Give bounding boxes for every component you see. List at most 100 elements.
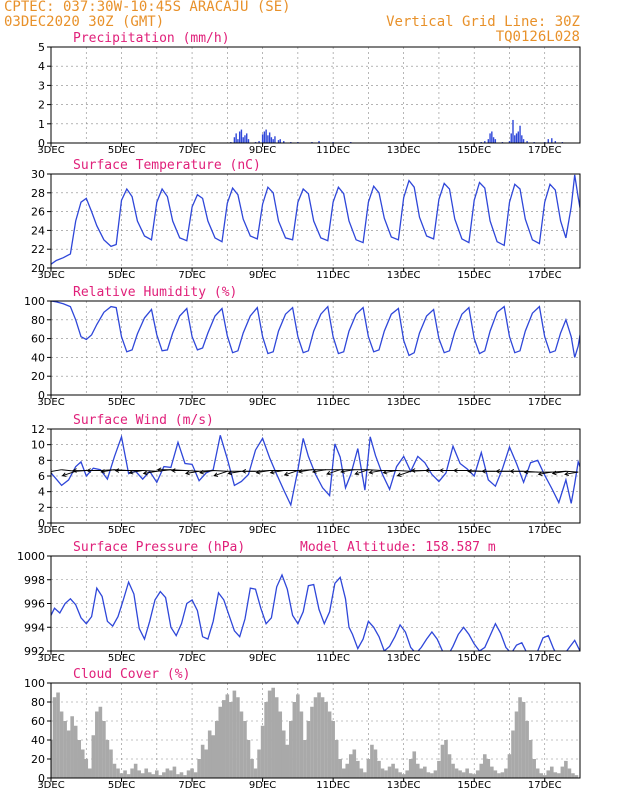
wind-arrow: [255, 469, 270, 475]
x-tick-label: 7DEC: [178, 525, 205, 536]
series-line: [51, 174, 580, 265]
x-tick-label: 17DEC: [528, 525, 562, 536]
wind-arrows: [51, 467, 579, 477]
grid: [51, 683, 580, 778]
precip-bar: [240, 129, 243, 143]
panel-precip: 0 1 2 3 4 5 3DEC 5DEC 7DEC 9DEC 11DEC 13DEC 15DEC 17D…: [37, 31, 581, 156]
y-axis: 0 20 40 60 80 100: [24, 677, 51, 785]
cloud-bar: [440, 744, 445, 778]
cloud-bar: [77, 740, 82, 778]
cloud-bar: [320, 697, 325, 778]
cloud-bar: [225, 694, 230, 778]
cloud-bar: [155, 770, 159, 778]
panel-frame: [50, 173, 581, 269]
precip-bar: [484, 141, 486, 143]
cloud-bar: [458, 770, 462, 778]
cloud-bar: [345, 763, 350, 778]
cloud-bar: [380, 768, 385, 778]
grid: [51, 301, 580, 395]
cloud-bar: [363, 772, 367, 778]
wind-arrow: [537, 471, 552, 477]
x-tick-label: 11DEC: [316, 145, 350, 156]
y-tick-label: 60: [31, 333, 45, 346]
panel-frame: [50, 428, 581, 524]
cloud-bar: [56, 692, 60, 778]
cloud-bar: [169, 770, 173, 778]
cloud-bar: [253, 768, 258, 778]
panel-title: Surface Temperature (nC): [73, 158, 261, 173]
x-tick-label: 9DEC: [249, 145, 276, 156]
precip-bar: [274, 136, 276, 143]
x-tick-label: 17DEC: [528, 780, 562, 791]
cloud-bar: [236, 697, 240, 778]
x-tick-label: 5DEC: [108, 525, 135, 536]
cloud-bar: [352, 749, 357, 778]
panel-title: Precipitation (mm/h): [73, 31, 230, 46]
y-tick-label: 100: [24, 677, 45, 690]
precip-bar: [526, 141, 528, 143]
wind-arrow: [368, 469, 383, 475]
cloud-bar: [91, 735, 96, 778]
cloud-bar: [490, 766, 494, 778]
wind-arrow: [467, 468, 482, 474]
cloud-bar: [549, 766, 554, 778]
cloud-bar: [102, 721, 106, 778]
header-vertical-grid: Vertical Grid Line: 30Z: [386, 14, 580, 30]
series-precip: [51, 119, 564, 143]
x-tick-label: 9DEC: [249, 397, 276, 408]
x-axis: 3DEC 5DEC 7DEC 9DEC 11DEC 13DEC 15DEC 17DEC: [37, 651, 562, 664]
cloud-bar: [162, 772, 166, 778]
y-tick-label: 12: [31, 423, 45, 436]
cloud-bar: [112, 763, 117, 778]
panel-cloud: 0 20 40 60 80 100 3DEC 5DEC 7DEC 9DEC 11DEC 13DEC 15…: [24, 667, 581, 791]
cloud-bar: [59, 711, 64, 778]
cloud-bar: [433, 770, 438, 778]
x-tick-label: 3DEC: [37, 780, 64, 791]
wind-arrow: [340, 469, 355, 474]
cloud-bar: [204, 749, 208, 778]
cloud-bar: [186, 770, 191, 778]
grid: [51, 174, 580, 268]
panel-temperature: 20 22 24 26 28 30 3DEC 5DEC 7DEC 9DEC 11DEC 13DEC 15…: [31, 158, 581, 281]
cloud-bar: [80, 749, 85, 778]
cloud-bar: [564, 760, 568, 778]
x-tick-label: 7DEC: [178, 397, 205, 408]
cloud-bar: [486, 759, 491, 778]
precip-bar: [272, 139, 274, 143]
x-tick-label: 15DEC: [457, 145, 491, 156]
panel-frame: [50, 682, 581, 779]
y-tick-label: 4: [38, 60, 45, 73]
cloud-bar: [133, 763, 138, 778]
cloud-bar: [366, 759, 371, 778]
panel-wind: 0 2 4 6 8 10 12 3DEC 5DEC 7DEC 9DEC 11DEC 13DEC 15DEC…: [31, 413, 581, 536]
precip-bar: [270, 137, 273, 143]
cloud-bar: [87, 768, 92, 778]
precip-bar: [318, 141, 320, 143]
panel-title: Surface Pressure (hPa): [73, 540, 245, 555]
y-axis: 0 20 40 60 80 100: [24, 295, 51, 402]
x-axis: 3DEC 5DEC 7DEC 9DEC 11DEC 13DEC 15DEC 17DEC: [37, 143, 562, 156]
y-tick-label: 994: [24, 621, 45, 634]
wind-arrow: [170, 468, 186, 473]
cloud-bar: [250, 759, 254, 778]
series-pressure: [51, 573, 580, 651]
y-tick-label: 998: [24, 574, 45, 587]
y-tick-label: 6: [38, 470, 45, 483]
x-tick-label: 5DEC: [108, 780, 135, 791]
precip-bar: [487, 139, 490, 143]
wind-arrow: [72, 468, 87, 473]
precip-bar: [554, 141, 557, 143]
cloud-bar: [299, 711, 304, 778]
x-tick-label: 5DEC: [108, 270, 135, 281]
cloud-bar: [419, 768, 424, 778]
cloud-bar: [472, 774, 476, 778]
series-temperature: [51, 174, 580, 265]
cloud-bar: [317, 692, 321, 778]
cloud-bar: [557, 773, 561, 778]
panel-frame: [50, 555, 581, 652]
precip-bar: [247, 139, 250, 143]
series-line: [51, 434, 580, 508]
cloud-bar: [260, 725, 265, 778]
cloud-bar: [338, 759, 342, 778]
precip-bar: [512, 119, 514, 143]
